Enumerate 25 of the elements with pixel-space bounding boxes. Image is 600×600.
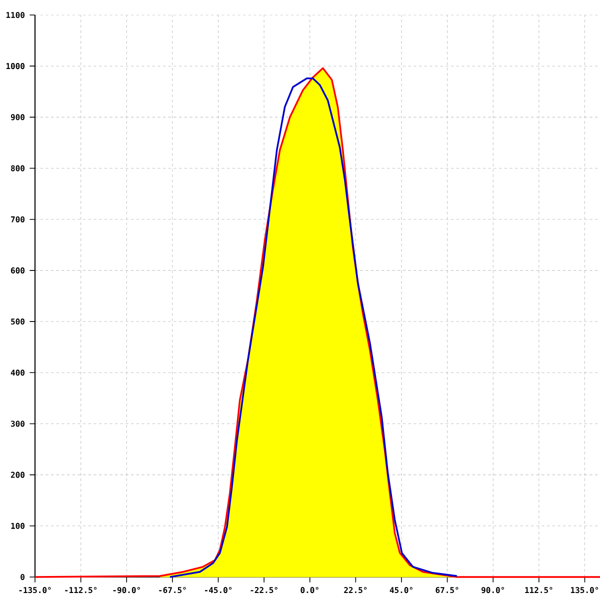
y-tick-label: 500	[11, 318, 24, 325]
x-tick-label: -112.5°	[65, 587, 97, 594]
x-tick-label: 45.0°	[390, 587, 412, 594]
y-tick-label: 800	[11, 165, 24, 172]
x-tick-label: 0.0°	[300, 587, 318, 594]
x-tick-label: -22.5°	[250, 587, 278, 594]
y-tick-label: 600	[11, 267, 24, 274]
y-tick-label: 1100	[6, 12, 24, 18]
x-tick-label: -67.5°	[159, 587, 186, 594]
y-tick-label: 300	[10, 420, 24, 427]
x-tick-label: 90.0°	[482, 587, 504, 594]
x-tick-label: 22.5°	[344, 587, 367, 594]
x-tick-label: 112.5°	[525, 587, 552, 594]
x-tick-label: -135.0°	[19, 587, 51, 594]
x-tick-label: 67.5°	[436, 587, 458, 594]
y-tick-label: 100	[11, 522, 24, 529]
y-tick-label: 400	[10, 370, 24, 376]
x-tick-label: -90.0°	[113, 587, 140, 594]
x-tick-label: 135.0°	[571, 587, 598, 594]
y-tick-label: 900	[10, 114, 24, 120]
y-tick-label: 200	[10, 472, 24, 478]
x-tick-label: -45.0°	[204, 587, 232, 594]
y-tick-label: 0	[20, 574, 24, 580]
y-tick-label: 700	[11, 216, 24, 222]
y-tick-label: 1000	[6, 63, 24, 70]
